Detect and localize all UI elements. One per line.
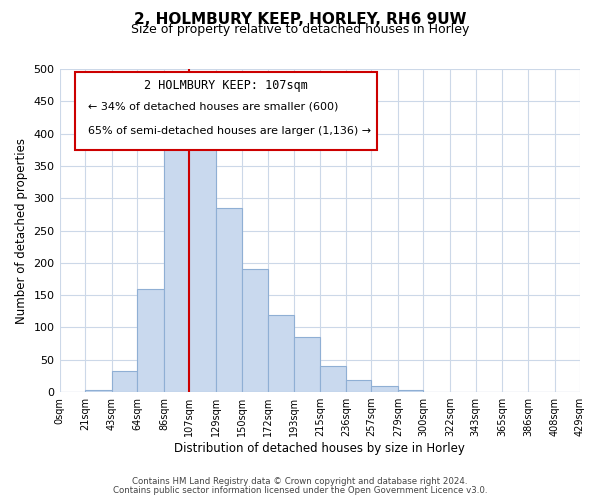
Text: Contains public sector information licensed under the Open Government Licence v3: Contains public sector information licen… [113, 486, 487, 495]
Text: 2 HOLMBURY KEEP: 107sqm: 2 HOLMBURY KEEP: 107sqm [144, 78, 308, 92]
Text: ← 34% of detached houses are smaller (600): ← 34% of detached houses are smaller (60… [88, 102, 338, 112]
Bar [216, 208, 242, 392]
Text: 65% of semi-detached houses are larger (1,136) →: 65% of semi-detached houses are larger (… [88, 126, 371, 136]
Text: Size of property relative to detached houses in Horley: Size of property relative to detached ho… [131, 24, 469, 36]
Bar [164, 124, 190, 392]
Bar [346, 380, 371, 392]
Bar [293, 337, 320, 392]
FancyBboxPatch shape [75, 72, 377, 150]
Text: Contains HM Land Registry data © Crown copyright and database right 2024.: Contains HM Land Registry data © Crown c… [132, 477, 468, 486]
Bar [398, 390, 424, 392]
Bar [190, 140, 216, 392]
X-axis label: Distribution of detached houses by size in Horley: Distribution of detached houses by size … [175, 442, 465, 455]
Bar [320, 366, 346, 392]
Bar [242, 270, 268, 392]
Y-axis label: Number of detached properties: Number of detached properties [15, 138, 28, 324]
Bar [137, 288, 164, 392]
Bar [112, 372, 137, 392]
Bar [268, 314, 293, 392]
Text: 2, HOLMBURY KEEP, HORLEY, RH6 9UW: 2, HOLMBURY KEEP, HORLEY, RH6 9UW [134, 12, 466, 28]
Bar [371, 386, 398, 392]
Bar [85, 390, 112, 392]
